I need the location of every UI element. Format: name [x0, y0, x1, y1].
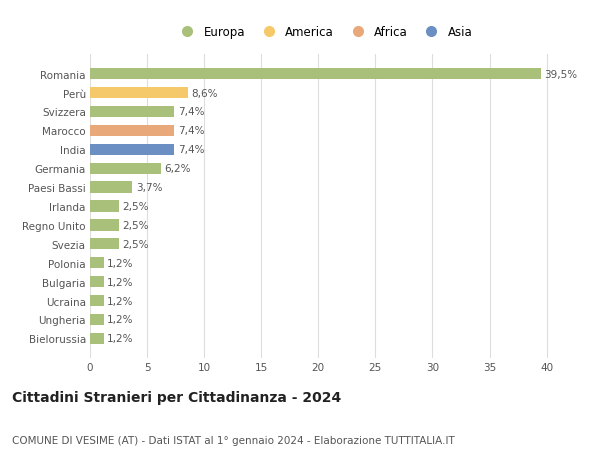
Text: 1,2%: 1,2% [107, 315, 134, 325]
Bar [90, 239, 119, 250]
Bar [90, 69, 541, 80]
Bar [90, 144, 175, 156]
Bar [90, 182, 132, 193]
Bar [90, 220, 119, 231]
Text: COMUNE DI VESIME (AT) - Dati ISTAT al 1° gennaio 2024 - Elaborazione TUTTITALIA.: COMUNE DI VESIME (AT) - Dati ISTAT al 1°… [12, 435, 455, 445]
Bar [90, 106, 175, 118]
Text: 2,5%: 2,5% [122, 220, 148, 230]
Bar [90, 125, 175, 137]
Text: 1,2%: 1,2% [107, 258, 134, 268]
Text: 39,5%: 39,5% [544, 69, 577, 79]
Text: 1,2%: 1,2% [107, 277, 134, 287]
Text: Cittadini Stranieri per Cittadinanza - 2024: Cittadini Stranieri per Cittadinanza - 2… [12, 390, 341, 404]
Bar [90, 88, 188, 99]
Text: 2,5%: 2,5% [122, 239, 148, 249]
Text: 8,6%: 8,6% [191, 89, 218, 98]
Bar [90, 295, 104, 307]
Text: 7,4%: 7,4% [178, 107, 205, 117]
Text: 7,4%: 7,4% [178, 126, 205, 136]
Text: 6,2%: 6,2% [164, 164, 191, 174]
Bar [90, 201, 119, 212]
Text: 1,2%: 1,2% [107, 334, 134, 344]
Bar [90, 333, 104, 344]
Text: 7,4%: 7,4% [178, 145, 205, 155]
Text: 3,7%: 3,7% [136, 183, 162, 193]
Bar [90, 276, 104, 288]
Bar [90, 163, 161, 174]
Bar [90, 314, 104, 325]
Text: 1,2%: 1,2% [107, 296, 134, 306]
Text: 2,5%: 2,5% [122, 202, 148, 212]
Bar [90, 257, 104, 269]
Legend: Europa, America, Africa, Asia: Europa, America, Africa, Asia [170, 22, 478, 44]
